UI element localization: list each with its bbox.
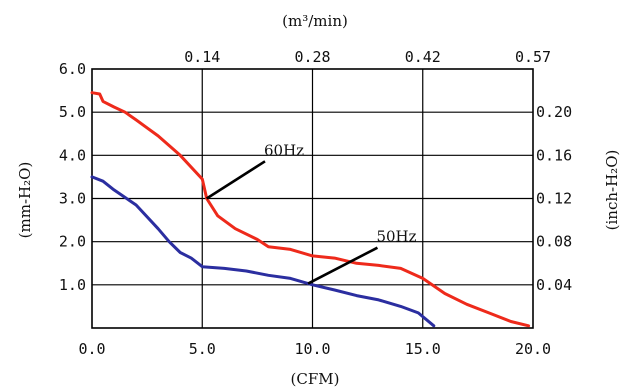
y-right-tick-label: 0.12	[536, 190, 572, 208]
y-left-tick-label: 5.0	[59, 103, 86, 121]
y-right-tick-label: 0.08	[536, 233, 572, 251]
annotation-leader-line	[205, 160, 266, 200]
series-layer	[90, 91, 531, 328]
series-line-60hz	[90, 91, 531, 328]
x-top-tick-label: 0.57	[515, 48, 551, 66]
annotation-layer: 60Hz 50Hz	[205, 141, 417, 285]
tick-layer: 0.0 5.0 10.0 15.0 20.0 0.14 0.28 0.42 0.57 1.0 2.0…	[59, 48, 572, 358]
y-left-tick-label: 6.0	[59, 60, 86, 78]
y-right-tick-label: 0.16	[536, 146, 572, 164]
x-top-tick-label: 0.28	[294, 48, 330, 66]
y-left-tick-label: 1.0	[59, 276, 86, 294]
x-tick-label: 20.0	[515, 340, 551, 358]
x-top-tick-label: 0.42	[405, 48, 441, 66]
plot-frame	[91, 68, 534, 329]
annotation-label: 60Hz	[264, 141, 304, 159]
y-axis-label-left: (mm-H₂O)	[16, 162, 34, 239]
series-line-50hz	[90, 175, 436, 328]
y-axis-label-right: (inch-H₂O)	[603, 150, 621, 231]
x-tick-label: 0.0	[78, 340, 105, 358]
x-tick-label: 10.0	[294, 340, 330, 358]
annotation-leader-line	[307, 246, 379, 285]
x-tick-label: 5.0	[189, 340, 216, 358]
y-left-tick-label: 2.0	[59, 233, 86, 251]
grid-layer	[91, 68, 534, 329]
y-right-tick-label: 0.04	[536, 276, 572, 294]
annotation-label: 50Hz	[376, 228, 416, 246]
y-left-tick-label: 3.0	[59, 190, 86, 208]
y-right-tick-label: 0.20	[536, 103, 572, 121]
x-top-tick-label: 0.14	[184, 48, 220, 66]
x-tick-label: 15.0	[405, 340, 441, 358]
x-axis-label-bottom: (CFM)	[291, 370, 340, 388]
x-axis-label-top: (m³/min)	[282, 12, 348, 30]
y-left-tick-label: 4.0	[59, 146, 86, 164]
